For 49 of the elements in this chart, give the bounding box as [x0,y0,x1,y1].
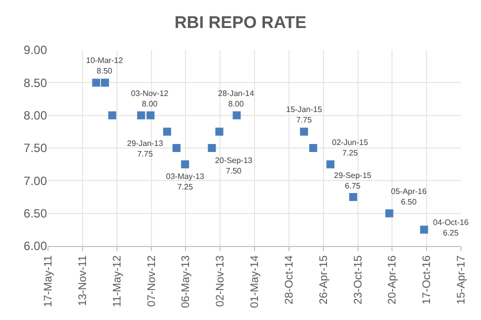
point [100,78,109,87]
point [146,111,154,120]
point [326,160,334,168]
point [309,144,318,152]
point [92,78,100,87]
point [420,226,428,234]
point [108,111,116,120]
point [208,144,216,152]
point [163,128,172,136]
point [300,128,308,136]
annotation: 02-Jun-15 7.25 [332,138,369,158]
x-tick-label: 28-Oct-14 [283,255,296,304]
x-tick-label: 15-Apr-17 [456,255,468,304]
x-tick-label: 23-Oct-15 [352,255,364,304]
y-tick-label: 9.00 [24,43,48,58]
annotation: 29-Jan-13 7.75 [127,139,164,158]
x-tick-label: 11-May-12 [111,255,124,308]
point [232,111,241,120]
point [137,111,146,120]
point [172,144,180,152]
annotation: 20-Sep-13 7.50 [215,156,253,176]
annotation: 10-Mar-12 8.50 [86,56,124,76]
annotation: 04-Oct-16 6.25 [433,218,470,238]
y-tick-label: 6.00 [24,239,48,254]
x-tick-label: 20-Apr-16 [386,255,399,304]
x-tick-label: 01-May-14 [249,255,262,308]
x-tick-label: 17-May-11 [42,255,55,308]
y-tick-label: 7.50 [24,141,48,156]
x-tick-label: 07-Nov-12 [146,255,158,307]
annotation: 29-Sep-15 6.75 [334,171,372,190]
x-tick-label: 06-May-13 [180,255,192,308]
annotation: 15-Jan-15 7.75 [286,105,323,124]
x-tick-label: 13-Nov-11 [76,255,89,306]
y-tick-label: 7.00 [24,174,48,188]
point [349,193,358,201]
point [385,209,394,218]
annotation: 03-Nov-12 8.00 [131,89,169,108]
point [215,128,224,136]
annotation: 05-Apr-16 6.50 [391,187,428,206]
y-tick-label: 8.00 [24,108,48,123]
x-tick-label: 02-Nov-13 [214,255,227,307]
annotation: 03-May-13 7.25 [166,172,205,192]
annotation: 28-Jan-14 8.00 [218,89,255,108]
x-tick-label: 17-Oct-16 [421,255,434,304]
x-tick-label: 26-Apr-15 [318,255,330,304]
point [181,160,190,168]
y-tick-label: 6.50 [24,206,48,221]
chart-title: RBI REPO RATE [174,12,306,32]
y-tick-label: 8.50 [24,76,48,90]
